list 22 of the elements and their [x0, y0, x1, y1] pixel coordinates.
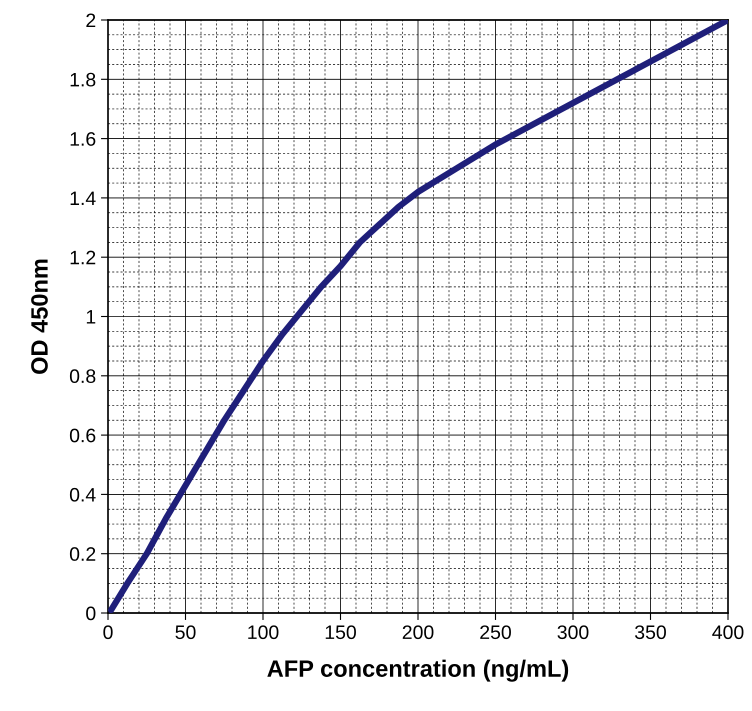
x-tick-label: 200	[402, 625, 434, 640]
y-tick-label: 0.4	[70, 488, 96, 502]
y-tick-label: 1.2	[70, 250, 96, 264]
y-tick-label: 0	[86, 606, 96, 620]
x-tick-label: 350	[635, 625, 666, 640]
x-tick-label: 0	[103, 625, 113, 640]
x-axis-title: AFP concentration (ng/mL)	[267, 660, 568, 682]
y-tick-label: 1.6	[70, 132, 96, 146]
y-tick-label: 0.8	[70, 369, 96, 384]
x-tick-label: 250	[480, 625, 511, 640]
x-tick-label: 300	[558, 625, 588, 640]
x-tick-label: 150	[326, 625, 356, 640]
y-tick-label: 1.4	[70, 192, 96, 205]
y-tick-label: 2	[86, 13, 96, 28]
x-tick-label: 50	[175, 625, 196, 640]
y-axis-title: OD 450nm	[31, 260, 48, 374]
y-tick-label: 0.6	[70, 428, 96, 442]
y-tick-label: 0.2	[70, 547, 96, 561]
x-tick-label: 100	[248, 625, 278, 640]
y-tick-label: 1.8	[70, 72, 96, 87]
x-tick-label: 400	[712, 625, 744, 640]
y-tick-label: 1	[86, 310, 96, 324]
